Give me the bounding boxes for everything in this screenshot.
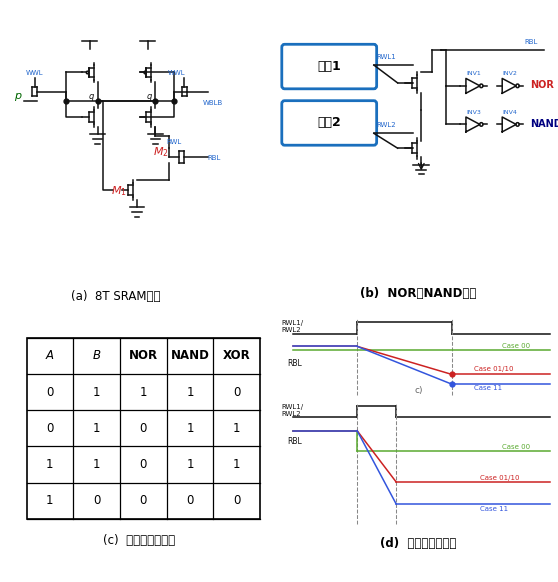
Text: 0: 0 (140, 422, 147, 435)
Text: (c)  布尔运算真值表: (c) 布尔运算真值表 (103, 534, 176, 547)
Text: 1: 1 (186, 422, 194, 435)
Text: 单元1: 单元1 (318, 60, 341, 73)
Text: Case 00: Case 00 (502, 444, 530, 450)
Text: RWL1/: RWL1/ (282, 404, 304, 410)
FancyBboxPatch shape (282, 44, 377, 89)
Text: 1: 1 (233, 422, 240, 435)
Text: A: A (46, 349, 54, 363)
Text: 1: 1 (186, 385, 194, 399)
Text: 1: 1 (93, 385, 100, 399)
Text: 0: 0 (140, 494, 147, 507)
Text: B: B (93, 349, 100, 363)
Text: Case 01/10: Case 01/10 (474, 366, 514, 372)
Text: 1: 1 (93, 458, 100, 471)
Text: 0: 0 (233, 494, 240, 507)
Text: Case 11: Case 11 (474, 385, 502, 391)
Text: XOR: XOR (223, 349, 251, 363)
Text: 0: 0 (46, 385, 54, 399)
Text: (d)  布尔运算时序图: (d) 布尔运算时序图 (381, 537, 456, 549)
Text: q: q (89, 92, 94, 101)
FancyBboxPatch shape (282, 101, 377, 146)
Text: 0: 0 (140, 458, 147, 471)
Text: INV4: INV4 (502, 110, 517, 115)
Text: RWL1: RWL1 (377, 54, 396, 60)
Text: 1: 1 (93, 422, 100, 435)
Text: RBL: RBL (287, 359, 302, 368)
Text: WWL: WWL (167, 70, 185, 76)
Text: p: p (14, 91, 21, 101)
Text: $M_2$: $M_2$ (153, 146, 169, 159)
Text: NAND: NAND (171, 349, 209, 363)
Text: 0: 0 (93, 494, 100, 507)
Text: Case 01/10: Case 01/10 (480, 474, 519, 481)
Text: INV1: INV1 (466, 72, 480, 76)
Text: 0: 0 (186, 494, 194, 507)
Text: RBL: RBL (525, 40, 538, 45)
Text: NOR: NOR (129, 349, 158, 363)
Text: RWL: RWL (166, 139, 181, 145)
Text: $M_1$: $M_1$ (111, 184, 127, 198)
Text: 0: 0 (46, 422, 54, 435)
Text: RBL: RBL (208, 155, 221, 161)
Text: INV2: INV2 (502, 72, 517, 76)
Text: RBL: RBL (287, 437, 302, 446)
Text: Case 11: Case 11 (480, 506, 508, 512)
Text: 0: 0 (233, 385, 240, 399)
Text: Case 00: Case 00 (502, 343, 530, 349)
Bar (27, 338, 260, 519)
Text: WBLB: WBLB (203, 100, 223, 106)
Text: c): c) (414, 386, 423, 395)
Text: q: q (146, 92, 152, 101)
Text: 1: 1 (46, 458, 54, 471)
Text: RWL2: RWL2 (282, 327, 301, 333)
Text: WWL: WWL (26, 70, 44, 76)
Text: NOR: NOR (530, 80, 554, 90)
Text: 单元2: 单元2 (318, 116, 341, 129)
Text: 1: 1 (46, 494, 54, 507)
Text: (a)  8T SRAM单元: (a) 8T SRAM单元 (71, 290, 161, 303)
Text: 1: 1 (186, 458, 194, 471)
Text: 1: 1 (233, 458, 240, 471)
Text: INV3: INV3 (466, 110, 481, 115)
Text: 1: 1 (140, 385, 147, 399)
Text: (b)  NOR和NAND操作: (b) NOR和NAND操作 (360, 286, 477, 300)
Text: RWL1/: RWL1/ (282, 320, 304, 326)
Text: RWL2: RWL2 (282, 411, 301, 417)
Text: RWL2: RWL2 (377, 122, 396, 129)
Text: NAND: NAND (530, 119, 558, 129)
